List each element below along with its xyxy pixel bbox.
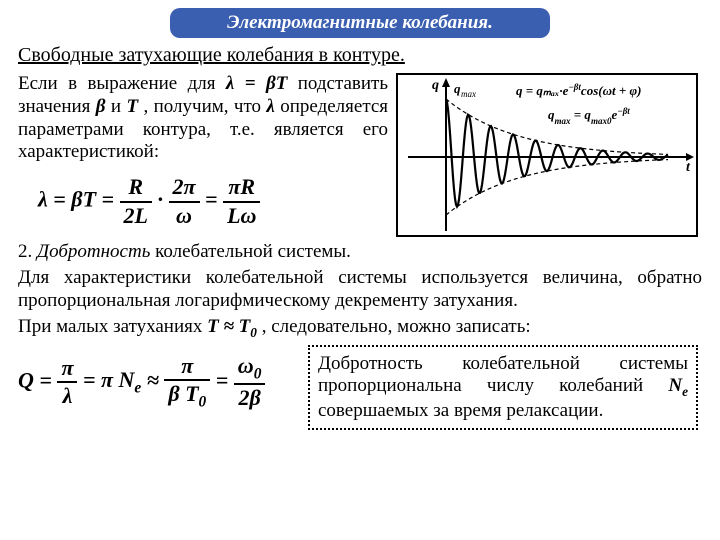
- dot: ·: [158, 187, 164, 212]
- frac-n: R: [120, 174, 152, 202]
- sub: 0: [250, 325, 257, 340]
- subtitle: Свободные затухающие колебания в контуре…: [18, 44, 702, 67]
- t: = π N: [83, 367, 134, 392]
- symbol-T-approx-T0: T ≈ T0: [207, 316, 257, 337]
- eq-sign: =: [205, 187, 218, 212]
- frac-d: ω: [169, 203, 200, 229]
- text: , получим, что: [143, 96, 266, 117]
- svg-text:q = qₘₐₓ·e−βtcos(ωt + φ): q = qₘₐₓ·e−βtcos(ωt + φ): [516, 82, 641, 98]
- text: 2.: [18, 241, 37, 262]
- n: π: [57, 355, 77, 383]
- t: N: [668, 375, 682, 396]
- symbol-T: T: [126, 96, 138, 117]
- frac-d: Lω: [223, 203, 260, 229]
- symbol-lambda: λ: [266, 96, 274, 117]
- s: e: [682, 384, 688, 399]
- t: ω: [238, 353, 254, 378]
- approx: ≈: [147, 367, 159, 392]
- n: π: [164, 353, 210, 381]
- text: и: [111, 96, 127, 117]
- t: T ≈ T: [207, 316, 250, 337]
- page-title: Электромагнитные колебания.: [170, 8, 550, 38]
- formula-Q: Q = πλ = π Ne ≈ πβ T0 = ω02β: [18, 345, 298, 430]
- d: λ: [57, 383, 77, 409]
- symbol-Ne: Ne: [668, 375, 688, 396]
- text: колебательной системы.: [150, 241, 351, 262]
- n: ω0: [234, 353, 266, 385]
- sub: e: [134, 379, 141, 396]
- d: β T0: [164, 381, 210, 411]
- para-dobrotnost-title: 2. Добротность колебательной системы.: [18, 241, 702, 263]
- t: β T: [168, 381, 198, 406]
- damped-oscillation-chart: qqmaxtq = qₘₐₓ·e−βtcos(ωt + φ)qmax = qma…: [396, 73, 698, 237]
- frac-n: πR: [223, 174, 260, 202]
- chart-svg: qqmaxtq = qₘₐₓ·e−βtcos(ωt + φ)qmax = qma…: [398, 75, 696, 235]
- formula-inline-lambda: λ = βT: [226, 73, 287, 94]
- s: 0: [254, 365, 262, 382]
- formula-lhs: λ = βT =: [38, 187, 114, 212]
- svg-text:max: max: [461, 89, 476, 99]
- text: Добротность колебательной системы пропор…: [318, 353, 688, 396]
- d: 2β: [234, 385, 266, 411]
- svg-text:t: t: [686, 160, 691, 175]
- s: 0: [199, 393, 207, 410]
- svg-text:qmax = qmax0e−βt: qmax = qmax0e−βt: [548, 106, 630, 126]
- para-small-damping: При малых затуханиях T ≈ T0 , следовател…: [18, 316, 702, 340]
- intro-paragraph: Если в выражение для λ = βT подставить з…: [18, 73, 388, 237]
- eq: =: [216, 367, 229, 392]
- conclusion-box: Добротность колебательной системы пропор…: [308, 345, 698, 430]
- symbol-beta: β: [96, 96, 106, 117]
- text-italic: Добротность: [37, 241, 150, 262]
- lhs: Q =: [18, 367, 52, 392]
- formula-lambda: λ = βT = R2L · 2πω = πRLω: [38, 174, 388, 229]
- svg-text:q: q: [454, 81, 461, 96]
- text: , следовательно, можно записать:: [262, 316, 531, 337]
- mid: = π Ne: [83, 367, 141, 392]
- frac-d: 2L: [120, 203, 152, 229]
- frac-n: 2π: [169, 174, 200, 202]
- svg-text:q: q: [432, 78, 439, 93]
- text: совершаемых за время релаксации.: [318, 400, 603, 421]
- text: Если в выражение для: [18, 73, 226, 94]
- para-definition: Для характеристики колебательной системы…: [18, 267, 702, 312]
- text: При малых затуханиях: [18, 316, 207, 337]
